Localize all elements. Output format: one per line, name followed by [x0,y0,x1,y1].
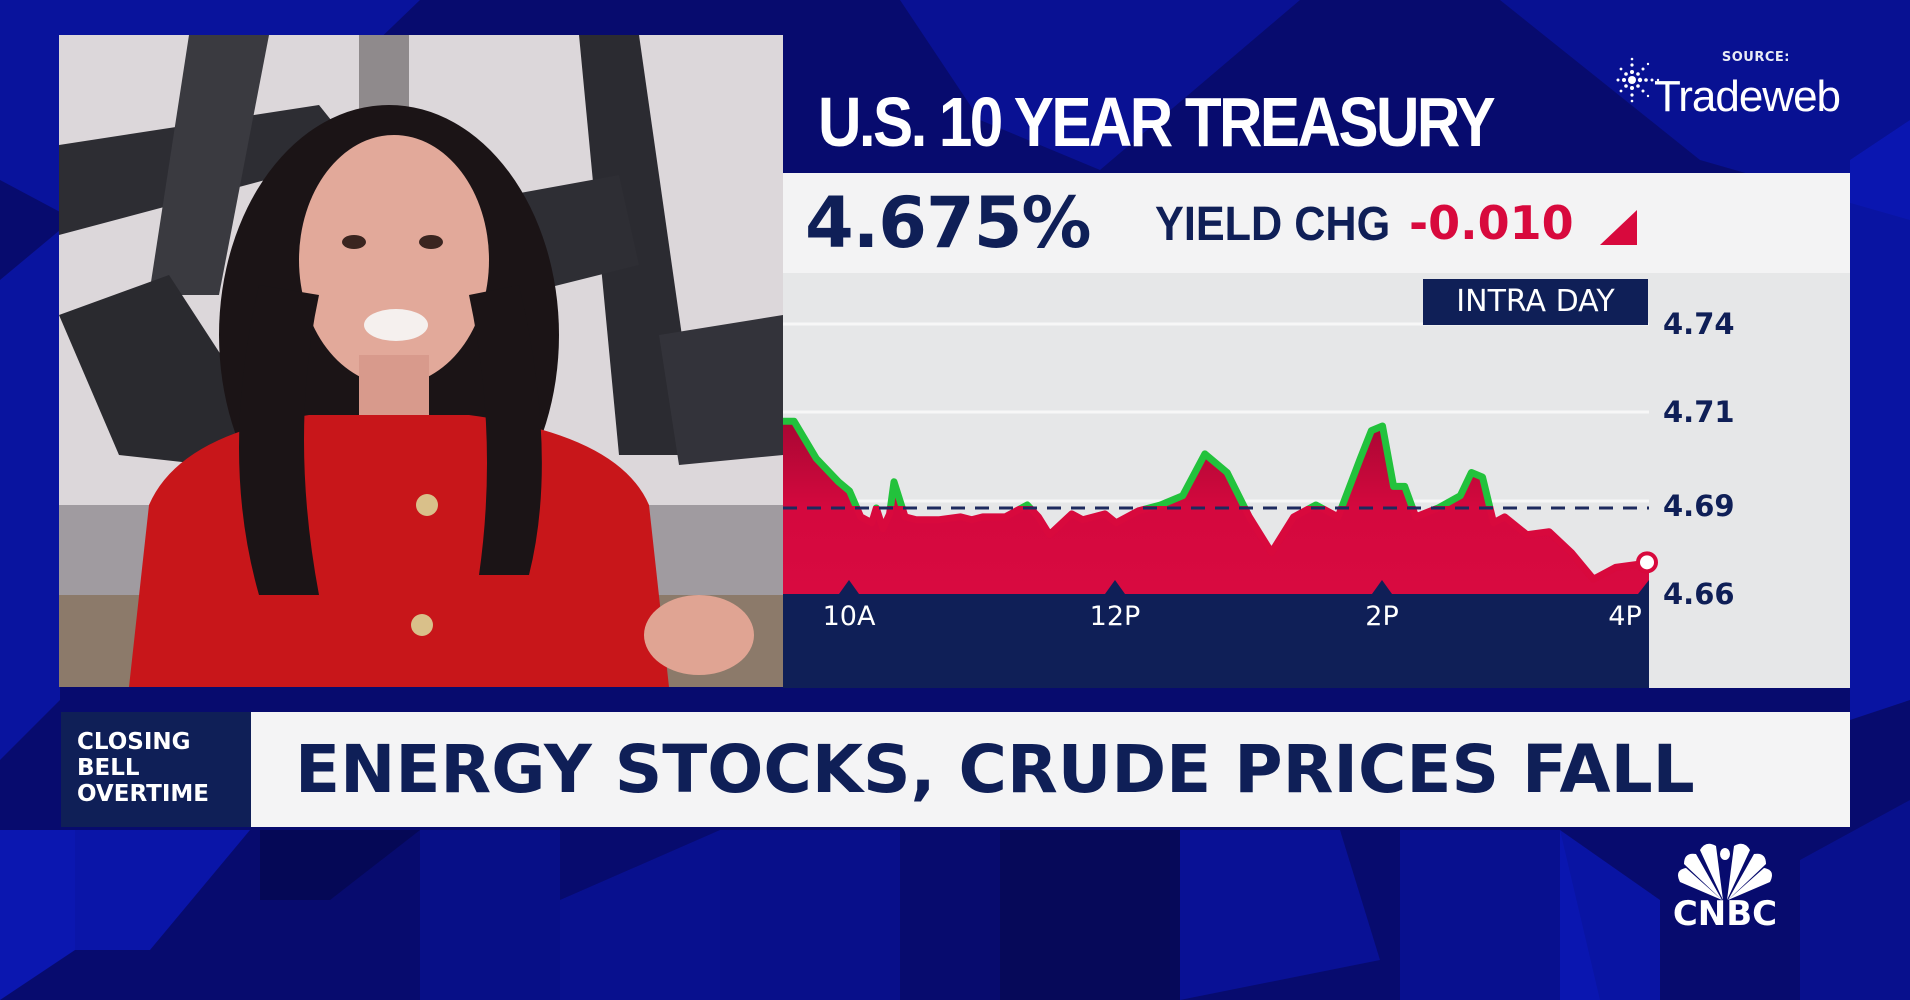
show-name-line: OVERTIME [77,781,209,807]
intraday-badge: INTRA DAY [1423,279,1648,325]
x-tick-label: 4P [1608,601,1642,632]
x-tick-label: 2P [1365,601,1399,632]
show-name-line: CLOSING [77,729,191,755]
show-name-label: CLOSING BELL OVERTIME [61,712,251,827]
yield-header: 4.675% YIELD CHG -0.010 [783,173,1850,273]
starburst-icon [1610,54,1664,108]
x-tick-label: 10A [822,601,876,632]
lower-third-banner: CLOSING BELL OVERTIME ENERGY STOCKS, CRU… [61,712,1850,827]
headline-box: ENERGY STOCKS, CRUDE PRICES FALL [251,712,1850,827]
yield-change-value: -0.010 [1409,196,1574,250]
down-triangle-icon [1600,210,1637,245]
intraday-chart-svg [783,322,1658,688]
yield-value: 4.675% [805,182,1092,264]
x-tick-label: 12P [1089,601,1141,632]
y-tick-label: 4.74 [1663,307,1735,341]
y-tick-label: 4.66 [1663,577,1735,611]
headline: ENERGY STOCKS, CRUDE PRICES FALL [295,731,1695,808]
y-tick-label: 4.69 [1663,489,1735,523]
yield-change-label: YIELD CHG [1155,198,1391,251]
show-name-line: BELL [77,755,140,781]
guest-video-feed [59,35,783,687]
source-attribution: SOURCE: Tradeweb [1610,48,1850,128]
network-logo: CNBC [1660,840,1790,940]
peacock-icon [1678,843,1772,900]
intraday-chart [783,273,1850,688]
source-name: Tradeweb [1654,72,1841,121]
y-tick-label: 4.71 [1663,395,1735,429]
source-label: SOURCE: [1721,50,1790,65]
treasury-chart-panel: 4.675% YIELD CHG -0.010 [783,173,1850,688]
network-name: CNBC [1672,894,1778,934]
chart-title: U.S. 10 YEAR TREASURY [818,83,1496,161]
